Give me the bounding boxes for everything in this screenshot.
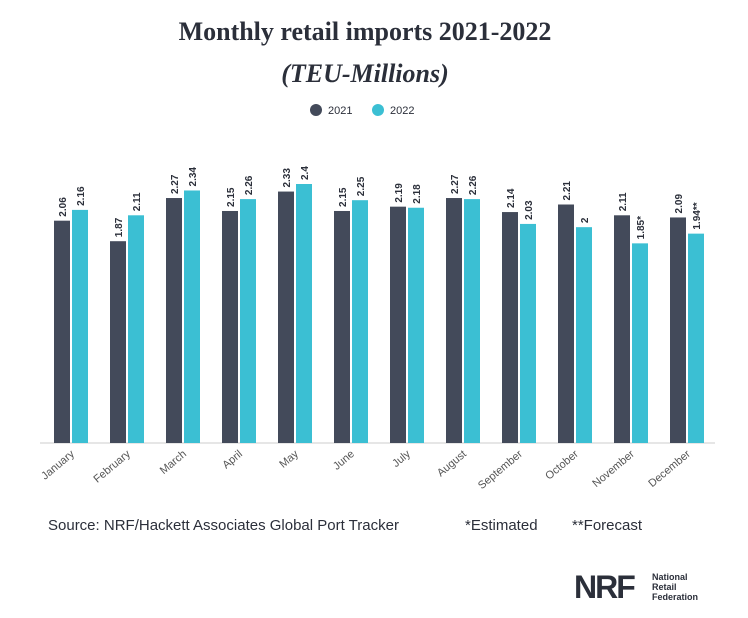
value-label: 2.06 xyxy=(58,197,69,217)
value-label: 2.19 xyxy=(394,183,405,203)
value-label: 2.15 xyxy=(226,187,237,207)
value-label: 2.27 xyxy=(450,174,461,194)
bar xyxy=(464,199,480,443)
source: Source: NRF/Hackett Associates Global Po… xyxy=(48,517,399,534)
bar xyxy=(352,200,368,443)
x-tick-label: August xyxy=(435,448,469,479)
value-label: 2.11 xyxy=(618,192,629,211)
bar xyxy=(240,199,256,443)
value-label: 2.15 xyxy=(338,187,349,207)
legend-label: 2021 xyxy=(328,105,352,117)
bar xyxy=(184,190,200,443)
bar xyxy=(520,223,536,443)
bar xyxy=(334,210,350,443)
value-label: 2.09 xyxy=(674,194,685,214)
value-label: 2.4 xyxy=(300,166,311,180)
bar xyxy=(408,207,424,443)
legend-swatch xyxy=(310,104,322,116)
note: **Forecast xyxy=(572,517,643,534)
chart-title: Monthly retail imports 2021-2022 xyxy=(179,17,552,46)
bar xyxy=(632,243,648,443)
value-label: 2.14 xyxy=(506,188,517,208)
x-tick-label: October xyxy=(543,448,581,483)
value-label: 2.18 xyxy=(412,184,423,204)
value-label: 1.87 xyxy=(114,217,125,237)
value-label: 2.26 xyxy=(468,175,479,195)
logo-text: National xyxy=(652,572,688,582)
bar xyxy=(390,206,406,443)
logo-mark: NRF xyxy=(574,569,635,605)
value-label: 2.25 xyxy=(356,176,367,196)
bar xyxy=(222,210,238,443)
value-label: 2.21 xyxy=(562,181,573,201)
value-label: 2.26 xyxy=(244,175,255,195)
x-tick-label: July xyxy=(390,448,413,470)
value-label: 2.34 xyxy=(188,167,199,187)
value-label: 2.03 xyxy=(524,200,535,220)
value-label: 2.16 xyxy=(76,186,87,206)
x-tick-label: May xyxy=(277,448,301,471)
x-tick-label: September xyxy=(476,448,525,492)
x-tick-label: April xyxy=(220,448,245,471)
value-label: 2.27 xyxy=(170,174,181,194)
bar xyxy=(576,227,592,443)
value-label: 2 xyxy=(580,217,591,223)
bar xyxy=(688,233,704,443)
bar xyxy=(296,184,312,443)
chart-subtitle: (TEU-Millions) xyxy=(281,59,449,88)
bar xyxy=(110,241,126,443)
bar xyxy=(72,209,88,443)
bar xyxy=(614,215,630,443)
legend-swatch xyxy=(372,104,384,116)
bar xyxy=(278,191,294,443)
value-label: 2.33 xyxy=(282,168,293,188)
x-tick-label: January xyxy=(39,448,77,483)
value-label: 1.85* xyxy=(636,216,647,239)
x-tick-label: March xyxy=(158,448,189,477)
logo-text: Federation xyxy=(652,592,698,602)
bar xyxy=(166,198,182,443)
x-tick-label: December xyxy=(646,448,693,490)
bar xyxy=(446,198,462,443)
value-label: 2.11 xyxy=(132,192,143,211)
x-tick-label: June xyxy=(331,448,357,473)
bar xyxy=(128,215,144,443)
bar xyxy=(54,220,70,443)
note: *Estimated xyxy=(465,517,538,534)
bar xyxy=(558,204,574,443)
value-label: 1.94** xyxy=(692,202,703,229)
logo-text: Retail xyxy=(652,582,677,592)
x-tick-label: November xyxy=(590,448,637,490)
x-tick-label: February xyxy=(91,448,133,486)
legend-label: 2022 xyxy=(390,105,414,117)
bar xyxy=(502,212,518,443)
bar xyxy=(670,217,686,443)
